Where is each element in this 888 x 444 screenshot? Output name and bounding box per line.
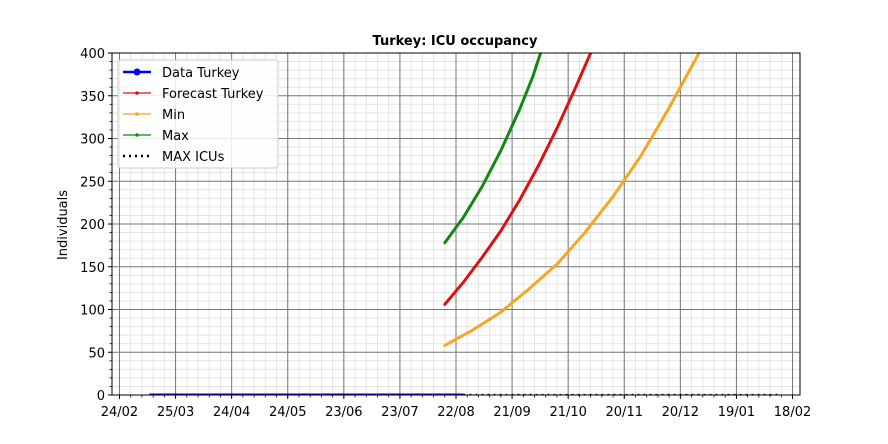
x-tick-label: 20/11 — [606, 405, 643, 420]
y-tick-label: 400 — [80, 47, 105, 62]
axis-ticks: 0 50 100 150 200 250 300 350 400 24/02 25/03 24/04 2… — [80, 47, 811, 420]
x-tick-label: 19/01 — [718, 405, 755, 420]
series-line-max — [443, 53, 543, 245]
legend-label: Max — [162, 129, 189, 144]
x-tick-label: 21/10 — [549, 405, 586, 420]
legend: Data Turkey Forecast Turkey Min Max MAX ICUs — [117, 59, 279, 169]
x-tick-label: 23/07 — [381, 405, 418, 420]
legend-label: Forecast Turkey — [162, 87, 264, 102]
y-tick-label: 0 — [97, 389, 105, 404]
chart-title: Turkey: ICU occupancy — [373, 34, 539, 49]
y-tick-label: 350 — [80, 90, 105, 105]
legend-label: Min — [162, 108, 185, 123]
y-tick-label: 200 — [80, 218, 105, 233]
legend-marker — [135, 91, 139, 95]
legend-box — [117, 59, 279, 169]
y-tick-label: 50 — [88, 346, 105, 361]
x-tick-label: 24/02 — [101, 405, 138, 420]
x-tick-label: 23/06 — [325, 405, 362, 420]
legend-label: MAX ICUs — [162, 150, 225, 165]
legend-marker — [135, 112, 139, 116]
series-layer — [149, 53, 782, 395]
x-tick-label: 24/05 — [269, 405, 306, 420]
legend-marker — [133, 68, 141, 76]
y-tick-label: 100 — [80, 304, 105, 319]
y-axis-label: Individuals — [56, 190, 71, 260]
x-tick-label: 25/03 — [157, 405, 194, 420]
y-tick-label: 250 — [80, 175, 105, 190]
x-tick-label: 20/12 — [662, 405, 699, 420]
legend-marker — [135, 133, 139, 137]
series-line-forecast-turkey — [443, 53, 593, 306]
series-line-min — [443, 53, 701, 347]
y-tick-label: 150 — [80, 261, 105, 276]
legend-label: Data Turkey — [162, 66, 240, 81]
x-tick-label: 24/04 — [213, 405, 250, 420]
x-tick-label: 21/09 — [493, 405, 530, 420]
y-tick-label: 300 — [80, 133, 105, 148]
x-tick-label: 18/02 — [774, 405, 811, 420]
x-tick-label: 22/08 — [437, 405, 474, 420]
